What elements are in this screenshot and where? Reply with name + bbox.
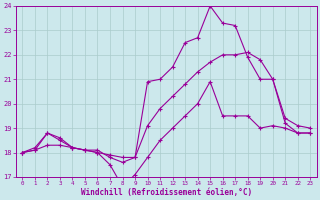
X-axis label: Windchill (Refroidissement éolien,°C): Windchill (Refroidissement éolien,°C) <box>81 188 252 197</box>
